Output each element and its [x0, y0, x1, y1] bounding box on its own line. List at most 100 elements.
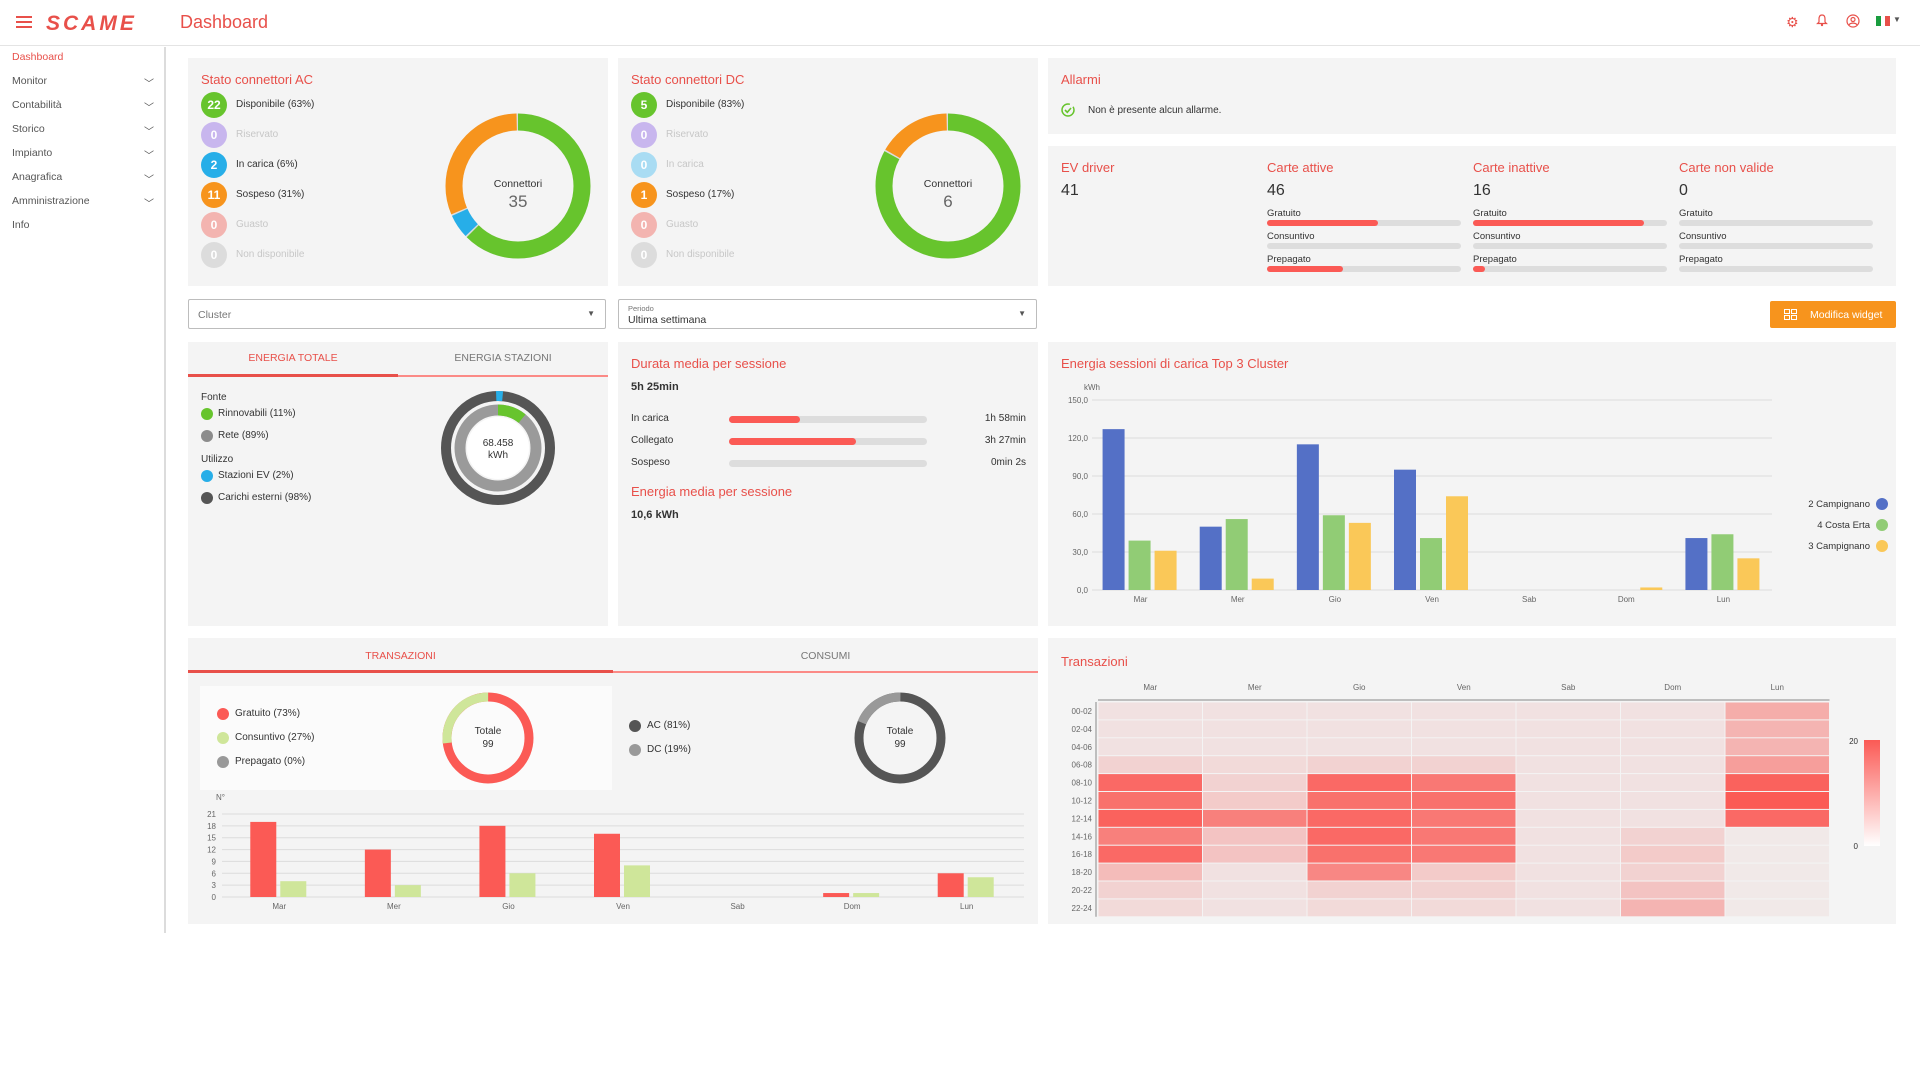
stat-bar-label: Consuntivo	[1473, 231, 1521, 242]
heatmap-cell	[1621, 809, 1725, 827]
energy-total-unit: kWh	[488, 450, 508, 461]
donut-segment	[445, 113, 591, 259]
dc-donut-chart	[875, 113, 1021, 259]
cluster-select[interactable]: Cluster ▼	[188, 299, 606, 329]
duration-row-value: 0min 2s	[990, 457, 1026, 468]
chevron-down-icon: ﹀	[144, 175, 154, 186]
modify-widget-button[interactable]: Modifica widget	[1770, 301, 1896, 328]
bar	[479, 825, 506, 897]
settings-icon[interactable]: ⚙	[1786, 14, 1799, 30]
legend-carichi-esterni: Carichi esterni (98%)	[218, 492, 312, 503]
duration-row-value: 3h 27min	[984, 435, 1026, 446]
bar	[1154, 550, 1177, 590]
heatmap-cell	[1621, 702, 1725, 720]
energy-card: ENERGIA TOTALE ENERGIA STAZIONI Fonte Ri…	[188, 342, 608, 626]
y-tick-label: 30,0	[1072, 548, 1088, 557]
heatmap-cell	[1203, 774, 1307, 791]
bar	[967, 877, 994, 897]
bar	[853, 893, 880, 897]
x-tick-label: Lun	[1717, 595, 1730, 604]
widgets-icon	[1784, 309, 1797, 320]
y-tick-label: 0,0	[1077, 586, 1089, 595]
heatmap-cell	[1203, 702, 1307, 720]
tab-energia-stazioni[interactable]: ENERGIA STAZIONI	[454, 352, 552, 364]
language-chevron-icon[interactable]: ▼	[1893, 15, 1901, 24]
heatmap-cell	[1307, 809, 1411, 827]
utilizzo-label: Utilizzo	[201, 454, 234, 465]
status-count-badge: 2	[201, 152, 227, 178]
chevron-down-icon: ▼	[1018, 309, 1026, 318]
legend-dot	[1876, 498, 1888, 510]
tab-transazioni[interactable]: TRANSAZIONI	[365, 650, 436, 662]
ac-dc-total-value: 99	[894, 739, 906, 750]
heatmap-cell	[1516, 863, 1620, 881]
status-label: In carica	[666, 159, 704, 170]
sidebar-item-amministrazione[interactable]: Amministrazione ﹀	[12, 195, 154, 210]
heatmap-cell	[1203, 738, 1307, 756]
y-tick-label: 18	[207, 822, 216, 831]
heatmap-cell	[1516, 792, 1620, 809]
period-select[interactable]: Periodo Ultima settimana ▼	[618, 299, 1037, 329]
sidebar-item-info[interactable]: Info	[12, 219, 30, 231]
duration-bar-fill	[729, 416, 801, 423]
heatmap-cell	[1621, 738, 1725, 756]
sidebar-item-contabilita[interactable]: Contabilità ﹀	[12, 99, 154, 114]
tab-consumi[interactable]: CONSUMI	[800, 650, 851, 662]
status-count-badge: 0	[201, 212, 227, 238]
sidebar-item-dashboard[interactable]: Dashboard	[12, 51, 64, 63]
bell-icon[interactable]	[1816, 14, 1828, 30]
legend-dot	[1876, 519, 1888, 531]
y-tick-label: 16-18	[1072, 850, 1093, 859]
x-tick-label: Lun	[960, 902, 973, 911]
legend-dot	[629, 720, 641, 732]
sidebar-item-monitor[interactable]: Monitor ﹀	[12, 75, 154, 90]
heatmap-cell	[1098, 809, 1202, 827]
x-tick-label: Lun	[1771, 683, 1784, 692]
heatmap-cell	[1412, 720, 1516, 738]
heatmap-cell	[1307, 756, 1411, 774]
bar	[1102, 429, 1125, 590]
bar	[1322, 515, 1345, 590]
status-count-badge: 0	[631, 122, 657, 148]
legend-rinnovabili: Rinnovabili (11%)	[218, 408, 296, 419]
duration-row-value: 1h 58min	[984, 413, 1026, 424]
legend-rete: Rete (89%)	[218, 430, 269, 441]
status-count-badge: 5	[631, 92, 657, 118]
heatmap-cell	[1412, 809, 1516, 827]
sidebar-item-storico[interactable]: Storico ﹀	[12, 123, 154, 138]
legend-dot	[217, 732, 229, 744]
legend-gratuito: Gratuito (73%)	[235, 708, 301, 719]
legend-ac: AC (81%)	[647, 720, 691, 731]
menu-icon[interactable]	[16, 16, 32, 28]
x-tick-label: Ven	[1425, 595, 1439, 604]
bar	[1446, 496, 1468, 590]
duration-row-label: Collegato	[631, 435, 674, 446]
duration-card: Durata media per sessione 5h 25min Energ…	[618, 342, 1038, 626]
active-tab-indicator	[188, 670, 613, 673]
heatmap-cell	[1098, 827, 1202, 845]
italy-flag-icon[interactable]	[1876, 16, 1891, 26]
legend-label: 4 Costa Erta	[1817, 520, 1871, 531]
stat-bar-label: Consuntivo	[1679, 231, 1727, 242]
chevron-down-icon: ▼	[587, 309, 595, 318]
heatmap-cell	[1203, 899, 1307, 917]
heatmap-cell	[1307, 720, 1411, 738]
status-label: Guasto	[666, 219, 699, 230]
heatmap-cell	[1307, 827, 1411, 845]
sidebar-item-impianto[interactable]: Impianto ﹀	[12, 147, 154, 162]
stat-bar-label: Consuntivo	[1267, 231, 1315, 242]
tab-energia-totale[interactable]: ENERGIA TOTALE	[248, 352, 338, 364]
bar	[937, 873, 964, 897]
y-tick-label: 3	[212, 881, 217, 890]
chevron-down-icon: ﹀	[144, 79, 154, 90]
user-icon[interactable]	[1846, 14, 1860, 31]
transactions-donut-chart	[442, 692, 534, 784]
ac-donut-label: Connettori	[493, 178, 543, 190]
y-tick-label: 08-10	[1072, 779, 1093, 788]
chevron-down-icon: ﹀	[144, 103, 154, 114]
alarms-message: Non è presente alcun allarme.	[1088, 105, 1222, 116]
bar	[1737, 558, 1760, 590]
sidebar-item-anagrafica[interactable]: Anagrafica ﹀	[12, 171, 154, 186]
heatmap-cell	[1203, 845, 1307, 863]
duration-bar	[729, 416, 927, 423]
